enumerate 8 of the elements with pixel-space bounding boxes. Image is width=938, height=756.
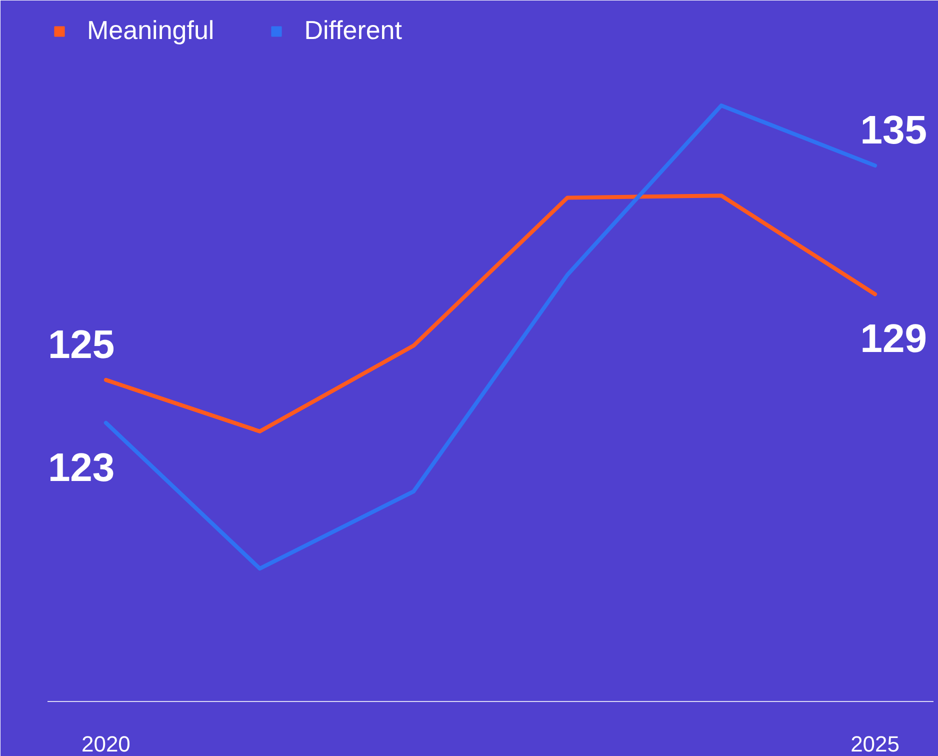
data-label: 135 [860,108,928,153]
legend-label: Meaningful [87,15,214,46]
data-label: 129 [860,317,928,362]
legend-label: Different [304,15,402,46]
data-label: 125 [48,322,115,367]
data-label: 123 [48,446,115,490]
x-tick-label: 2020 [81,732,130,756]
x-tick-label: 2025 [850,732,900,756]
